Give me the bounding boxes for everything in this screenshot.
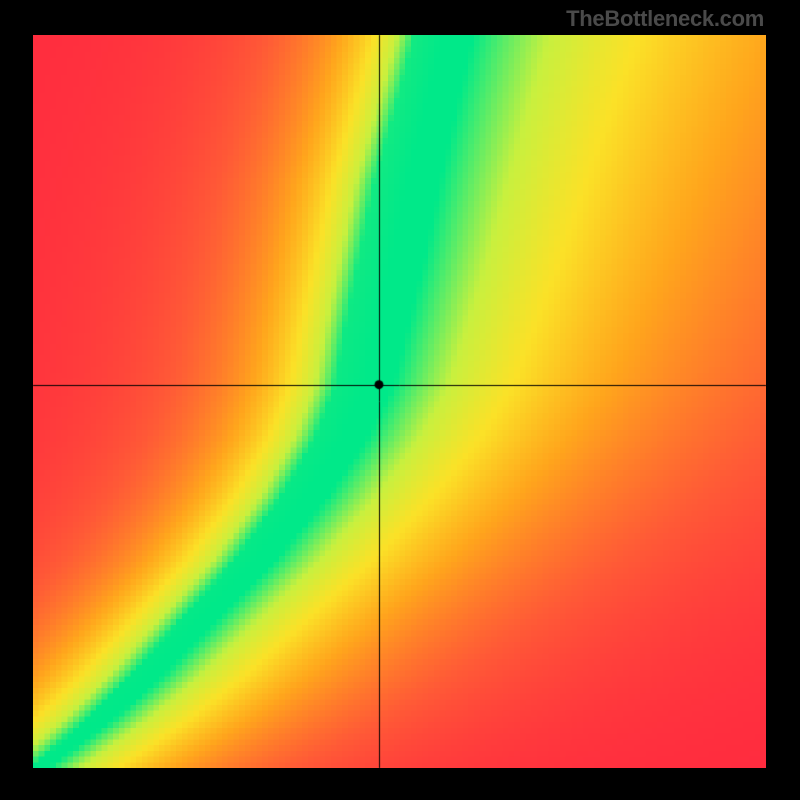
chart-container: TheBottleneck.com	[0, 0, 800, 800]
watermark-text: TheBottleneck.com	[566, 6, 764, 32]
bottleneck-heatmap	[33, 35, 766, 768]
